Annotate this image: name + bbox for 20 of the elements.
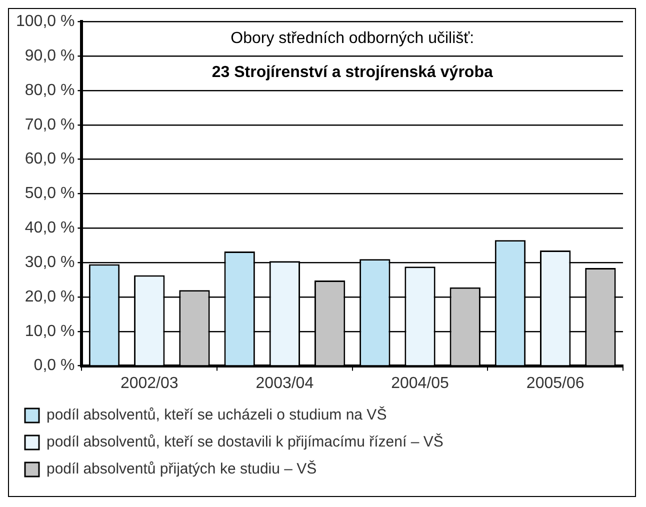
y-tick-label: 80,0 % [24,82,75,99]
legend-label: podíl absolventů přijatých ke studiu – VŠ [46,460,317,478]
y-tick-label: 10,0 % [24,322,75,340]
y-tick-label: 50,0 % [24,185,75,202]
legend-label: podíl absolventů, kteří se ucházeli o studium na VŠ [46,406,387,424]
x-tick-label: 2005/06 [526,374,584,392]
y-tick-label: 60,0 % [24,150,75,168]
y-tick-label: 40,0 % [24,220,75,237]
y-tick-label: 0,0 % [34,357,75,374]
y-tick-label: 30,0 % [24,254,75,271]
x-tick-label: 2003/04 [256,374,314,392]
y-tick-label: 90,0 % [24,47,75,64]
y-tick-label: 70,0 % [24,116,75,134]
y-tick-label: 20,0 % [24,288,75,306]
y-tick-label: 100,0 % [16,13,75,30]
text: 23 Strojírenství a strojírenská výroba [212,64,493,82]
text: Obory středních odborných učilišť: [230,30,474,48]
x-tick-label: 2002/03 [120,374,178,392]
x-tick-label: 2004/05 [391,374,450,392]
legend-label: podíl absolventů, kteří se dostavili k přijímacímu řízení – VŠ [46,432,444,451]
